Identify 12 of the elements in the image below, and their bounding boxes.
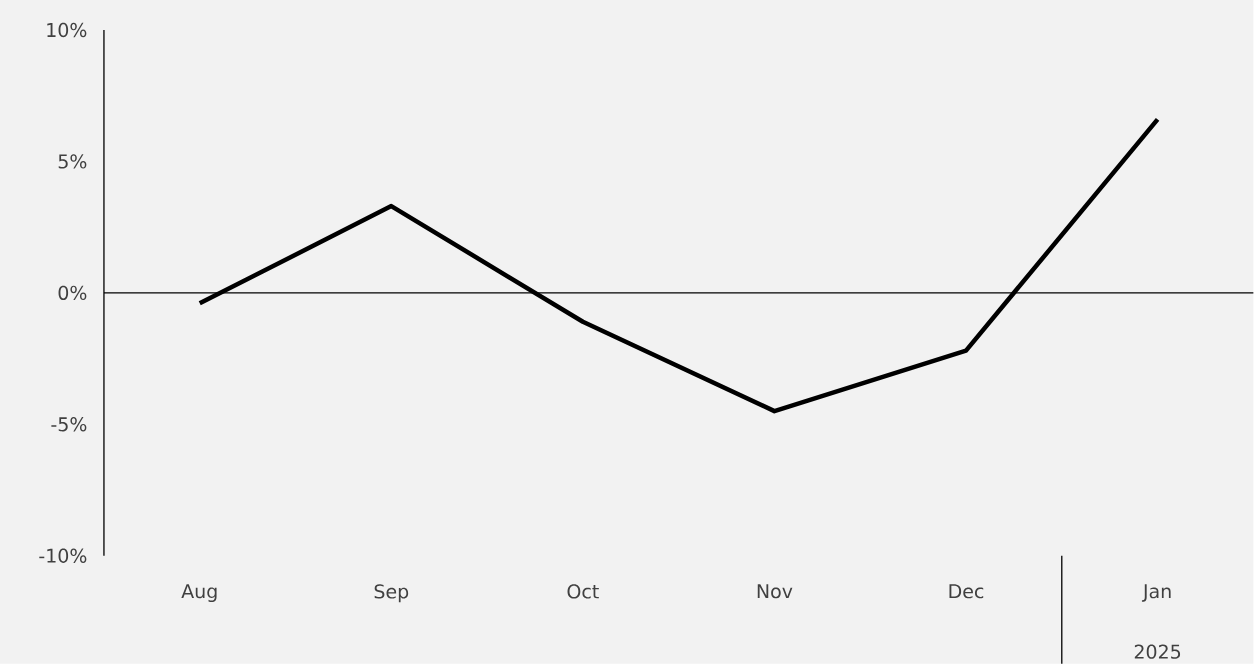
x-tick-label: Sep <box>374 584 409 603</box>
y-tick-label: -5% <box>51 417 87 432</box>
y-tick-label: 5% <box>58 154 87 169</box>
x-tick-label: Aug <box>181 584 217 602</box>
x-tick-label: Jan <box>1141 584 1171 602</box>
x-tick-label: Nov <box>757 584 793 599</box>
x-tick-label: Dec <box>949 584 984 599</box>
x-tick-label: Oct <box>567 584 599 599</box>
y-tick-label: -10% <box>39 548 87 563</box>
text: 2025 <box>1134 644 1181 659</box>
y-tick-label: 10% <box>47 22 87 38</box>
y-tick-label: 0% <box>58 285 87 300</box>
